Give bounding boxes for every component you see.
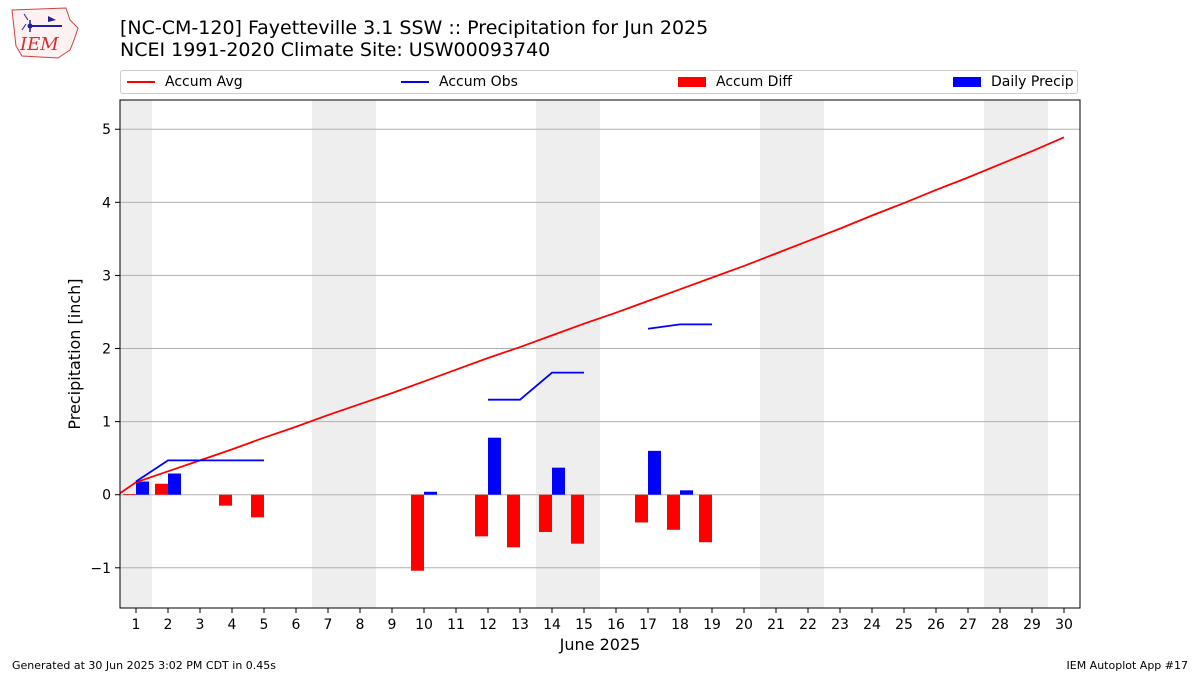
accum-obs-line bbox=[135, 459, 264, 483]
accum-diff-bar bbox=[411, 494, 424, 571]
x-tick-label: 6 bbox=[292, 617, 301, 633]
x-tick-label: 4 bbox=[228, 617, 237, 633]
accum-diff-bar bbox=[539, 494, 552, 532]
accum-avg-line bbox=[119, 136, 1065, 494]
x-tick-label: 8 bbox=[356, 617, 365, 633]
accum-diff-bar bbox=[667, 494, 680, 530]
weekend-band bbox=[760, 100, 824, 608]
x-tick-label: 9 bbox=[388, 617, 397, 633]
y-tick-label: 5 bbox=[102, 122, 111, 138]
x-tick-label: 27 bbox=[959, 617, 977, 633]
x-tick-label: 17 bbox=[639, 617, 657, 633]
accum-diff-bar bbox=[571, 494, 584, 544]
chart-subtitle: NCEI 1991-2020 Climate Site: USW00093740 bbox=[120, 39, 551, 61]
x-tick-label: 22 bbox=[799, 617, 817, 633]
accum-diff-bar bbox=[155, 483, 168, 495]
weather-station-icon bbox=[21, 13, 62, 32]
legend-item-daily-precip: Daily Precip bbox=[953, 71, 1074, 93]
x-tick-label: 20 bbox=[735, 617, 753, 633]
daily-precip-bar bbox=[424, 491, 437, 495]
generated-timestamp: Generated at 30 Jun 2025 3:02 PM CDT in … bbox=[12, 659, 277, 672]
x-tick-label: 19 bbox=[703, 617, 721, 633]
y-tick-label: −1 bbox=[90, 561, 111, 577]
x-tick-label: 23 bbox=[831, 617, 849, 633]
legend-item-accum-obs: Accum Obs bbox=[401, 71, 518, 93]
y-tick-label: 0 bbox=[102, 488, 111, 504]
plot-frame bbox=[119, 99, 1081, 609]
accum-diff-bar bbox=[699, 494, 712, 543]
x-tick-label: 28 bbox=[991, 617, 1009, 633]
legend-swatch-box bbox=[678, 77, 706, 87]
x-axis-label: June 2025 bbox=[559, 635, 641, 654]
chart-title: [NC-CM-120] Fayetteville 3.1 SSW :: Prec… bbox=[120, 17, 709, 39]
accum-diff-bar bbox=[123, 493, 136, 495]
x-tick-label: 30 bbox=[1055, 617, 1073, 633]
x-tick-label: 5 bbox=[260, 617, 269, 633]
iem-logo: IEM bbox=[11, 7, 79, 59]
legend-label: Accum Diff bbox=[716, 74, 793, 90]
accum-diff-bar bbox=[219, 494, 232, 506]
legend-swatch-line bbox=[127, 81, 155, 83]
logo-text: IEM bbox=[19, 34, 59, 55]
x-tick-label: 14 bbox=[543, 617, 561, 633]
daily-precip-bar bbox=[680, 490, 693, 495]
x-tick-label: 15 bbox=[575, 617, 593, 633]
daily-precip-bar bbox=[552, 467, 565, 495]
x-tick-label: 2 bbox=[164, 617, 173, 633]
legend-label: Daily Precip bbox=[991, 74, 1074, 90]
x-tick-label: 11 bbox=[447, 617, 465, 633]
x-tick-label: 16 bbox=[607, 617, 625, 633]
legend-label: Accum Avg bbox=[165, 74, 243, 90]
x-tick-label: 29 bbox=[1023, 617, 1041, 633]
daily-precip-bar bbox=[136, 481, 149, 495]
y-tick-label: 2 bbox=[102, 342, 111, 358]
x-tick-label: 1 bbox=[132, 617, 141, 633]
accum-diff-bar bbox=[635, 494, 648, 523]
x-tick-label: 10 bbox=[415, 617, 433, 633]
x-tick-label: 13 bbox=[511, 617, 529, 633]
weekend-band bbox=[120, 100, 152, 608]
accum-diff-bar bbox=[507, 494, 520, 548]
daily-precip-bar bbox=[488, 437, 501, 495]
y-axis-label: Precipitation [inch] bbox=[65, 278, 84, 429]
legend-swatch-box bbox=[953, 77, 981, 87]
x-tick-label: 12 bbox=[479, 617, 497, 633]
x-tick-label: 18 bbox=[671, 617, 689, 633]
x-tick-label: 26 bbox=[927, 617, 945, 633]
daily-precip-bar bbox=[648, 450, 661, 495]
y-tick-label: 1 bbox=[102, 415, 111, 431]
x-tick-label: 25 bbox=[895, 617, 913, 633]
x-tick-label: 24 bbox=[863, 617, 881, 633]
accum-obs-line bbox=[488, 371, 584, 401]
legend-swatch-line bbox=[401, 81, 429, 83]
legend-label: Accum Obs bbox=[439, 74, 518, 90]
legend-item-accum-diff: Accum Diff bbox=[678, 71, 792, 93]
y-tick-label: 3 bbox=[102, 268, 111, 284]
accum-obs-line bbox=[647, 323, 712, 330]
app-credit: IEM Autoplot App #17 bbox=[1066, 659, 1189, 672]
daily-precip-bar bbox=[168, 473, 181, 495]
legend-item-accum-avg: Accum Avg bbox=[127, 71, 243, 93]
weekend-band bbox=[984, 100, 1048, 608]
legend: Accum Avg Accum Obs Accum Diff Daily Pre… bbox=[120, 70, 1078, 94]
weekend-band bbox=[312, 100, 376, 608]
accum-diff-bar bbox=[475, 494, 488, 537]
y-tick-label: 4 bbox=[102, 195, 111, 211]
accum-diff-bar bbox=[251, 494, 264, 518]
x-tick-label: 7 bbox=[324, 617, 333, 633]
x-tick-label: 21 bbox=[767, 617, 785, 633]
x-tick-label: 3 bbox=[196, 617, 205, 633]
